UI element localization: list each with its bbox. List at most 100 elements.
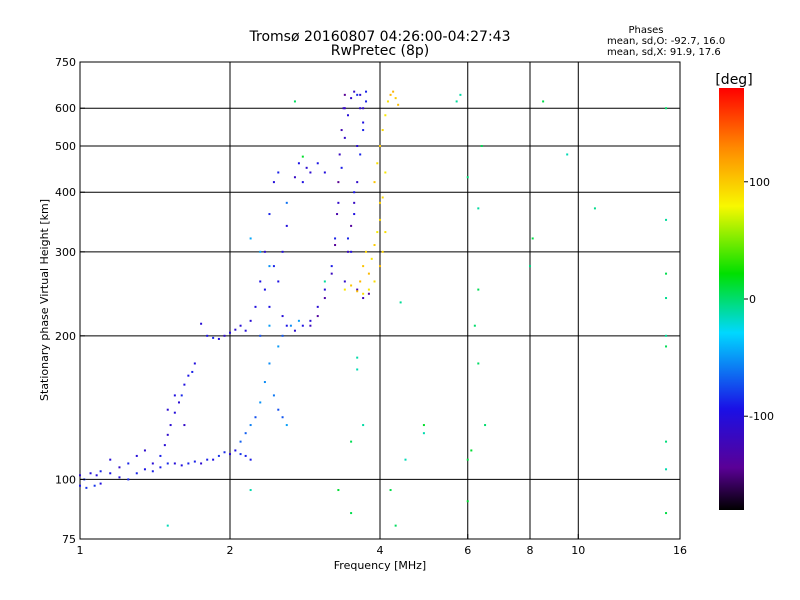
data-point (109, 472, 112, 475)
data-point (79, 484, 81, 487)
data-point (394, 97, 397, 100)
data-point (381, 250, 384, 253)
data-point (379, 201, 381, 204)
data-point (566, 153, 569, 156)
data-point (244, 454, 247, 457)
data-point (277, 408, 280, 411)
data-point (229, 331, 231, 334)
data-point (330, 265, 333, 268)
data-point (379, 218, 381, 221)
data-point (389, 93, 392, 96)
data-point (143, 468, 146, 471)
data-point (166, 433, 169, 436)
x-tick-label: 6 (464, 544, 471, 557)
data-point (109, 458, 112, 461)
data-point (365, 90, 368, 93)
data-point (531, 237, 534, 240)
data-point (301, 155, 304, 158)
data-point (350, 284, 353, 287)
data-point (379, 265, 381, 268)
data-point (350, 224, 353, 227)
data-point (340, 166, 343, 169)
data-point (95, 474, 98, 477)
data-point (323, 171, 326, 174)
data-point (234, 328, 237, 331)
data-point (356, 288, 359, 291)
data-point (272, 394, 275, 397)
data-point (422, 424, 425, 427)
data-point (99, 482, 102, 485)
data-point (239, 453, 242, 456)
data-point (263, 250, 266, 253)
data-point (285, 224, 288, 227)
data-point (268, 213, 271, 216)
data-point (259, 250, 262, 253)
data-point (309, 171, 312, 174)
data-point (223, 334, 226, 337)
data-point (367, 288, 370, 291)
data-point (362, 121, 365, 124)
stats-header: Phases (628, 25, 663, 36)
data-point (665, 345, 668, 348)
data-point (151, 462, 154, 465)
data-point (665, 272, 668, 275)
data-point (367, 292, 370, 295)
data-point (281, 250, 284, 253)
stats-x-line: mean, sd,X: 91.9, 17.6 (607, 47, 721, 58)
data-point (384, 114, 387, 117)
y-tick-label: 300 (55, 246, 76, 259)
data-point (93, 484, 96, 487)
data-point (259, 280, 262, 283)
data-point (263, 381, 266, 384)
data-point (346, 114, 349, 117)
data-point (323, 280, 326, 283)
data-point (127, 462, 130, 465)
data-point (356, 368, 359, 371)
data-point (177, 401, 180, 404)
colorbar-tick-label: 100 (749, 176, 770, 189)
data-point (397, 103, 400, 106)
x-tick-label: 16 (673, 544, 687, 557)
data-point (330, 272, 333, 275)
y-axis: 75 100 200 300 400 500 600 750 (55, 56, 85, 546)
data-point (259, 401, 262, 404)
data-point (381, 129, 384, 132)
data-point (343, 288, 346, 291)
data-point (268, 362, 271, 365)
data-point (466, 458, 469, 461)
chart-title: Tromsø 20160807 04:26:00-04:27:43 (249, 29, 511, 45)
data-point (359, 107, 362, 110)
data-point (249, 424, 252, 427)
data-point (337, 201, 340, 204)
data-point (180, 464, 183, 467)
data-point (373, 244, 376, 247)
data-point (362, 292, 365, 295)
data-point (477, 288, 480, 291)
data-point (289, 324, 292, 327)
data-point (316, 305, 319, 308)
data-point (466, 176, 469, 179)
data-point (268, 324, 271, 327)
data-point (200, 322, 203, 325)
x-tick-label: 8 (527, 544, 534, 557)
data-point (297, 162, 300, 165)
data-point (239, 440, 242, 443)
data-point (254, 305, 257, 308)
data-point (217, 454, 220, 457)
data-point (399, 301, 402, 304)
data-point (376, 162, 379, 165)
data-point (159, 466, 162, 469)
x-tick-label: 10 (571, 544, 585, 557)
y-tick-label: 500 (55, 140, 76, 153)
data-point (166, 462, 169, 465)
data-point (193, 362, 196, 365)
data-point (362, 424, 365, 427)
chart-subtitle: RwPretec (8p) (331, 43, 429, 59)
data-point (249, 458, 252, 461)
data-point (343, 107, 346, 110)
data-point (281, 334, 284, 337)
data-point (183, 383, 186, 386)
data-point (422, 432, 425, 435)
data-point (665, 218, 668, 221)
data-point (665, 297, 668, 300)
